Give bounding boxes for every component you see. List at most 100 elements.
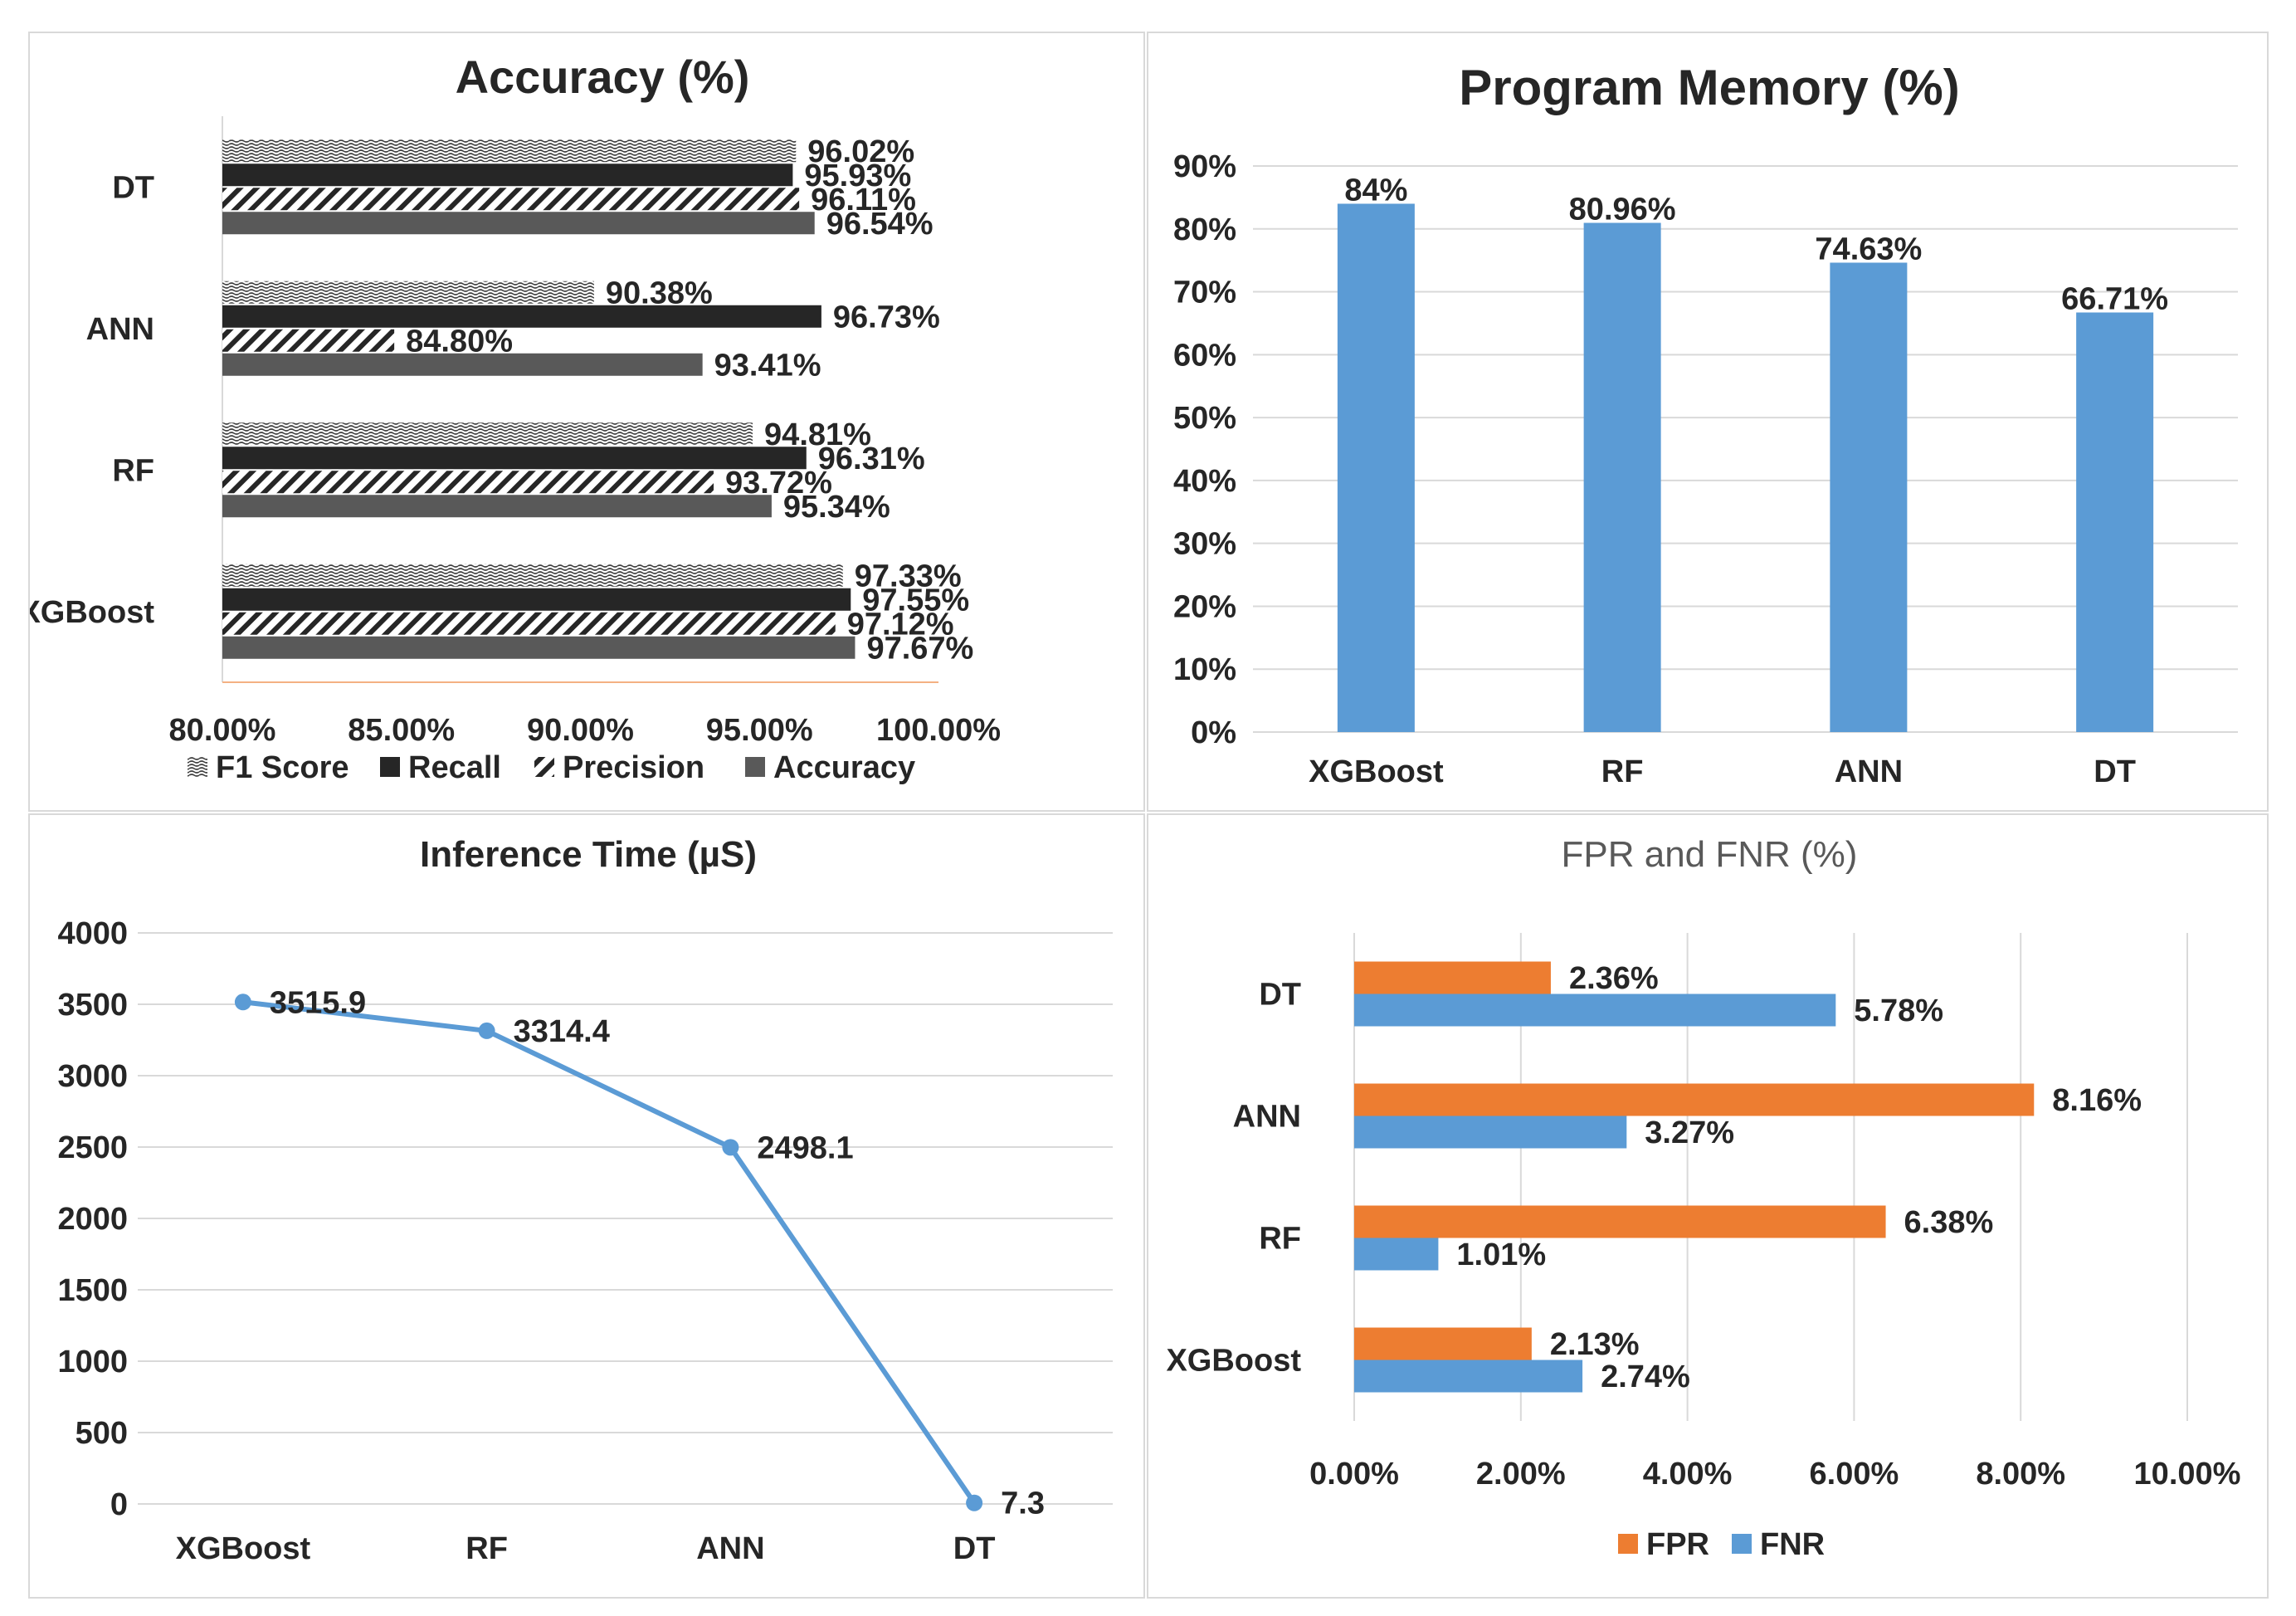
x-tick-label: 100.00%: [876, 713, 1001, 748]
x-tick-label: 10.00%: [2134, 1457, 2241, 1492]
y-tick-label: 500: [76, 1416, 128, 1451]
category-label: RF: [466, 1531, 508, 1566]
y-tick-label: 50%: [1173, 401, 1236, 436]
x-tick-label: 8.00%: [1976, 1457, 2065, 1492]
category-label: XGBoost: [1309, 754, 1444, 789]
category-label: XGBoost: [1166, 1344, 1301, 1379]
x-tick-label: 90.00%: [527, 713, 634, 748]
bar: [1337, 203, 1415, 732]
bar: [1354, 1327, 1532, 1360]
y-tick-label: 70%: [1173, 276, 1236, 310]
legend-swatch: [534, 757, 554, 777]
bar: [222, 281, 594, 304]
legend-label: FPR: [1646, 1527, 1709, 1562]
data-label: 3515.9: [270, 985, 366, 1020]
accuracy-chart-panel: Accuracy (%) 80.00% 85.00% 90.00% 95.00% 100.…: [28, 32, 1145, 812]
data-point: [478, 1022, 495, 1039]
x-tick-label: 85.00%: [348, 713, 455, 748]
legend-label: Accuracy: [773, 750, 915, 785]
legend-label: FNR: [1760, 1527, 1825, 1562]
data-label: 8.16%: [2052, 1083, 2142, 1118]
category-label: XGBoost: [30, 595, 154, 630]
category-label: XGBoost: [176, 1531, 311, 1566]
data-label: 95.34%: [783, 490, 890, 525]
bar: [222, 305, 821, 328]
legend-label: F1 Score: [216, 750, 349, 785]
data-point: [722, 1139, 739, 1156]
data-label: 94.81%: [764, 417, 871, 452]
y-tick-label: 3500: [57, 988, 128, 1023]
bar: [222, 353, 703, 376]
memory-chart: Program Memory (%) 0% 10% 20% 30% 40% 50% 60% 70…: [1173, 60, 2238, 789]
data-label: 97.67%: [866, 631, 973, 666]
bar: [2076, 312, 2154, 732]
data-label: 7.3: [1001, 1487, 1045, 1521]
y-tick-label: 0: [110, 1487, 128, 1522]
bar: [222, 212, 815, 235]
category-label: DT: [2094, 754, 2136, 789]
data-label: 84.80%: [406, 324, 513, 359]
data-label: 2.36%: [1569, 961, 1659, 996]
bar: [222, 588, 851, 611]
y-tick-label: 1500: [57, 1273, 128, 1308]
bar: [222, 495, 772, 518]
legend-label: Recall: [408, 750, 501, 785]
bar: [222, 612, 836, 635]
bar: [1583, 222, 1661, 732]
category-label: ANN: [1233, 1100, 1301, 1135]
bar: [222, 329, 395, 352]
fprfnr-chart-panel: FPR and FNR (%) 0.00% 2.00% 4.00% 6.00% 8.00%…: [1147, 813, 2269, 1599]
bar: [1354, 1238, 1439, 1271]
bar: [1354, 1360, 1583, 1393]
legend-label: Precision: [563, 750, 704, 785]
y-tick-label: 60%: [1173, 338, 1236, 373]
category-label: DT: [1259, 978, 1301, 1013]
x-tick-label: 2.00%: [1476, 1457, 1566, 1492]
bar: [1354, 1083, 2035, 1116]
x-tick-label: 80.00%: [169, 713, 276, 748]
memory-chart-panel: Program Memory (%) 0% 10% 20% 30% 40% 50% 60% 70…: [1147, 32, 2269, 812]
chart-title: Program Memory (%): [1459, 60, 1959, 115]
data-label: 5.78%: [1854, 994, 1943, 1028]
y-tick-label: 2500: [57, 1130, 128, 1165]
category-label: DT: [953, 1531, 996, 1566]
bar: [222, 447, 807, 470]
data-point: [966, 1494, 983, 1511]
y-tick-label: 30%: [1173, 527, 1236, 562]
data-label: 97.33%: [855, 559, 962, 593]
y-tick-label: 2000: [57, 1202, 128, 1237]
bar: [222, 636, 856, 659]
y-tick-label: 4000: [57, 916, 128, 951]
x-tick-label: 0.00%: [1309, 1457, 1399, 1492]
bar: [1354, 1205, 1886, 1238]
data-label: 96.31%: [818, 442, 925, 476]
chart-title: Inference Time (µS): [420, 834, 757, 875]
category-label: ANN: [86, 312, 154, 347]
legend-swatch: [188, 757, 207, 777]
data-label: 80.96%: [1569, 193, 1676, 227]
y-tick-label: 1000: [57, 1345, 128, 1379]
data-label: 96.11%: [811, 183, 916, 217]
bar: [1354, 994, 1836, 1027]
data-label: 3.27%: [1645, 1116, 1734, 1150]
series-line: [242, 999, 977, 1505]
bar: [222, 139, 797, 163]
bar: [222, 471, 714, 494]
y-tick-label: 80%: [1173, 212, 1236, 247]
data-point: [234, 994, 251, 1011]
y-tick-label: 3000: [57, 1059, 128, 1094]
y-tick-label: 40%: [1173, 464, 1236, 499]
data-label: 95.93%: [804, 159, 911, 193]
accuracy-chart: Accuracy (%) 80.00% 85.00% 90.00% 95.00% 100.…: [30, 51, 1001, 785]
data-label: 1.01%: [1456, 1238, 1546, 1272]
bar: [1354, 961, 1551, 994]
data-label: 2498.1: [757, 1130, 853, 1165]
category-label: DT: [112, 170, 154, 205]
data-label: 2.74%: [1601, 1360, 1690, 1394]
y-tick-label: 20%: [1173, 589, 1236, 624]
data-label: 3314.4: [514, 1014, 610, 1049]
data-label: 66.71%: [2061, 281, 2168, 316]
x-tick-label: 95.00%: [706, 713, 813, 748]
y-tick-label: 90%: [1173, 149, 1236, 184]
x-tick-label: 4.00%: [1643, 1457, 1733, 1492]
